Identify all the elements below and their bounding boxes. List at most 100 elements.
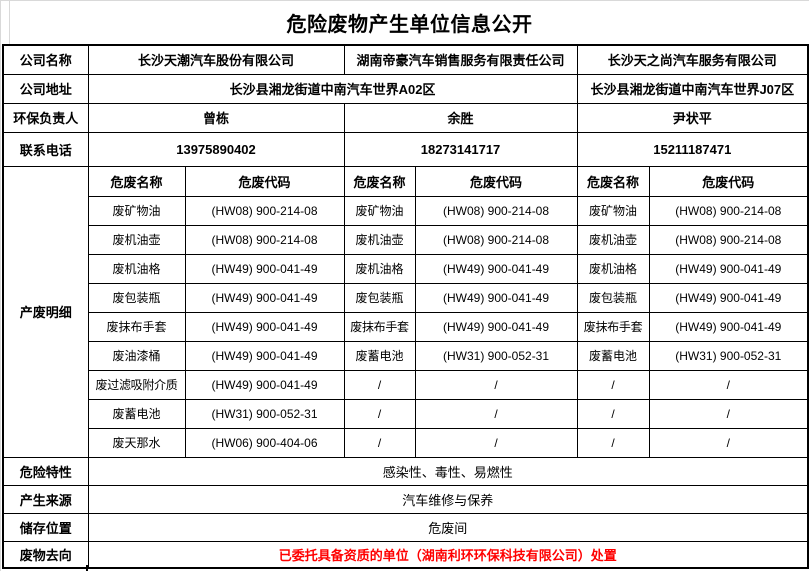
waste-name-cell: / [576, 398, 650, 429]
waste-code-header: 危废代码 [648, 165, 809, 197]
waste-name-header: 危废名称 [87, 165, 186, 197]
waste-row: 废天那水 (HW06) 900-404-06 / / / / [3, 427, 809, 458]
title-block: 危险废物产生单位信息公开 [9, 1, 809, 44]
phone-row: 联系电话 13975890402 18273141717 15211187471 [2, 131, 809, 167]
page-left-gridline [0, 0, 1, 571]
row-label-company-address: 公司地址 [2, 73, 89, 104]
waste-name-cell: 废机油格 [87, 253, 186, 284]
waste-code-cell: (HW49) 900-041-49 [184, 369, 345, 400]
company2-env-manager: 余胜 [343, 102, 578, 133]
hazard-traits-value: 感染性、毒性、易燃性 [87, 456, 809, 486]
row-label-storage: 储存位置 [2, 512, 89, 542]
waste-code-cell: (HW08) 900-214-08 [648, 195, 809, 226]
company3-address: 长沙县湘龙街道中南汽车世界J07区 [576, 73, 809, 104]
page-top-gridline [0, 0, 809, 1]
company3-env-manager: 尹状平 [576, 102, 809, 133]
waste-code-cell: (HW49) 900-041-49 [648, 311, 809, 342]
waste-code-cell: / [414, 369, 578, 400]
waste-code-cell: (HW06) 900-404-06 [184, 427, 345, 458]
company-name-row: 公司名称 长沙天潮汽车股份有限公司 湖南帝豪汽车销售服务有限责任公司 长沙天之尚… [2, 44, 809, 75]
company3-name: 长沙天之尚汽车服务有限公司 [576, 44, 809, 75]
row-label-env-manager: 环保负责人 [2, 102, 89, 133]
waste-name-cell: 废包装瓶 [87, 282, 186, 313]
hazard-traits-row: 危险特性 感染性、毒性、易燃性 [2, 456, 809, 486]
waste-row: 废机油壶 (HW08) 900-214-08 废机油壶 (HW08) 900-2… [3, 224, 809, 255]
waste-name-cell: 废包装瓶 [343, 282, 416, 313]
row-label-waste-detail: 产废明细 [2, 165, 89, 458]
waste-row: 废机油格 (HW49) 900-041-49 废机油格 (HW49) 900-0… [3, 253, 809, 284]
row-label-destination: 废物去向 [2, 540, 89, 569]
waste-code-cell: (HW31) 900-052-31 [648, 340, 809, 371]
disclosure-table: 公司名称 长沙天潮汽车股份有限公司 湖南帝豪汽车销售服务有限责任公司 长沙天之尚… [2, 44, 809, 569]
waste-row: 废矿物油 (HW08) 900-214-08 废矿物油 (HW08) 900-2… [3, 195, 809, 226]
waste-code-cell: (HW49) 900-041-49 [648, 282, 809, 313]
waste-code-cell: (HW49) 900-041-49 [184, 340, 345, 371]
waste-code-cell: (HW49) 900-041-49 [414, 311, 578, 342]
waste-code-cell: (HW49) 900-041-49 [184, 253, 345, 284]
waste-code-cell: (HW08) 900-214-08 [184, 195, 345, 226]
company1-phone: 13975890402 [87, 131, 345, 167]
destination-value: 已委托具备资质的单位（湖南利环环保科技有限公司）处置 [87, 540, 809, 569]
waste-code-header: 危废代码 [184, 165, 345, 197]
waste-name-cell: / [343, 369, 416, 400]
waste-code-cell: (HW31) 900-052-31 [184, 398, 345, 429]
waste-code-cell: (HW49) 900-041-49 [648, 253, 809, 284]
waste-name-cell: 废矿物油 [576, 195, 650, 226]
company2-phone: 18273141717 [343, 131, 578, 167]
waste-code-cell: (HW49) 900-041-49 [184, 282, 345, 313]
waste-code-cell: / [414, 398, 578, 429]
waste-header-row: 产废明细 危废名称 危废代码 危废名称 危废代码 危废名称 危废代码 [2, 165, 809, 458]
company-address-row: 公司地址 长沙县湘龙街道中南汽车世界A02区 长沙县湘龙街道中南汽车世界J07区 [2, 73, 809, 104]
waste-name-cell: 废机油格 [576, 253, 650, 284]
waste-row: 废油漆桶 (HW49) 900-041-49 废蓄电池 (HW31) 900-0… [3, 340, 809, 371]
storage-value: 危废间 [87, 512, 809, 542]
waste-name-cell: 废蓄电池 [576, 340, 650, 371]
waste-name-cell: 废抹布手套 [576, 311, 650, 342]
company1-name: 长沙天潮汽车股份有限公司 [87, 44, 345, 75]
waste-name-cell: 废机油壶 [87, 224, 186, 255]
waste-code-header: 危废代码 [414, 165, 578, 197]
waste-name-cell: 废矿物油 [343, 195, 416, 226]
waste-name-header: 危废名称 [576, 165, 650, 197]
waste-name-cell: 废机油壶 [343, 224, 416, 255]
waste-code-cell: / [648, 427, 809, 458]
waste-code-cell: (HW08) 900-214-08 [184, 224, 345, 255]
company1-2-address: 长沙县湘龙街道中南汽车世界A02区 [87, 73, 578, 104]
waste-name-cell: 废抹布手套 [87, 311, 186, 342]
row-label-hazard-traits: 危险特性 [2, 456, 89, 486]
waste-row: 废蓄电池 (HW31) 900-052-31 / / / / [3, 398, 809, 429]
waste-name-cell: 废矿物油 [87, 195, 186, 226]
waste-code-cell: / [648, 398, 809, 429]
row-label-source: 产生来源 [2, 484, 89, 514]
bottom-gridline-notch [86, 565, 88, 571]
waste-code-cell: / [414, 427, 578, 458]
waste-name-cell: / [576, 369, 650, 400]
source-value: 汽车维修与保养 [87, 484, 809, 514]
waste-name-cell: / [343, 398, 416, 429]
waste-code-cell: (HW08) 900-214-08 [414, 224, 578, 255]
waste-name-cell: 废机油格 [343, 253, 416, 284]
waste-name-cell: 废油漆桶 [87, 340, 186, 371]
waste-name-cell: 废天那水 [87, 427, 186, 458]
company1-env-manager: 曾栋 [87, 102, 345, 133]
waste-name-cell: / [576, 427, 650, 458]
waste-code-cell: (HW31) 900-052-31 [414, 340, 578, 371]
waste-name-cell: / [343, 427, 416, 458]
source-row: 产生来源 汽车维修与保养 [2, 484, 809, 514]
waste-row: 废过滤吸附介质 (HW49) 900-041-49 / / / / [3, 369, 809, 400]
waste-code-cell: (HW49) 900-041-49 [414, 253, 578, 284]
destination-row: 废物去向 已委托具备资质的单位（湖南利环环保科技有限公司）处置 [2, 540, 809, 569]
waste-name-cell: 废抹布手套 [343, 311, 416, 342]
waste-row: 废包装瓶 (HW49) 900-041-49 废包装瓶 (HW49) 900-0… [3, 282, 809, 313]
company2-name: 湖南帝豪汽车销售服务有限责任公司 [343, 44, 578, 75]
row-label-phone: 联系电话 [2, 131, 89, 167]
waste-code-cell: (HW49) 900-041-49 [184, 311, 345, 342]
page-title: 危险废物产生单位信息公开 [286, 14, 533, 36]
waste-code-cell: / [648, 369, 809, 400]
waste-name-cell: 废过滤吸附介质 [87, 369, 186, 400]
env-manager-row: 环保负责人 曾栋 余胜 尹状平 [2, 102, 809, 133]
waste-name-cell: 废包装瓶 [576, 282, 650, 313]
waste-row: 废抹布手套 (HW49) 900-041-49 废抹布手套 (HW49) 900… [3, 311, 809, 342]
waste-code-cell: (HW08) 900-214-08 [648, 224, 809, 255]
